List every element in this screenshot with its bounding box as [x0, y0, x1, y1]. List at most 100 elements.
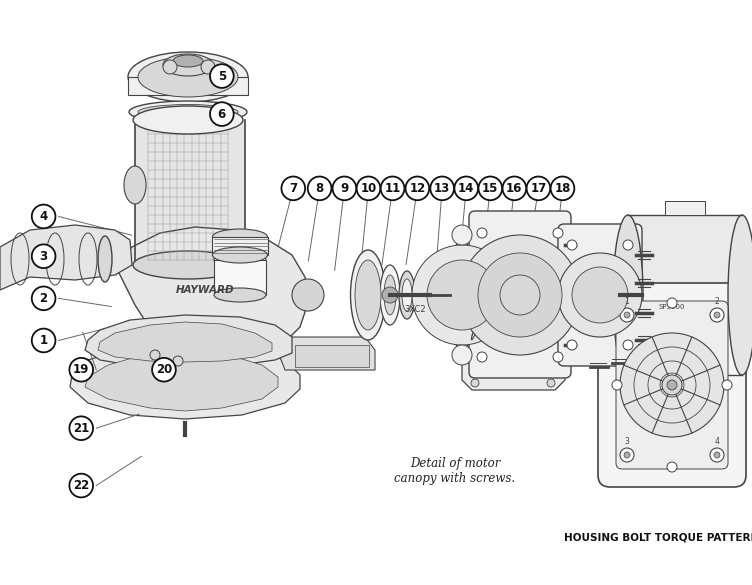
Circle shape — [477, 352, 487, 362]
Text: 18: 18 — [554, 182, 571, 195]
Bar — [665, 201, 705, 215]
Ellipse shape — [163, 54, 213, 76]
Ellipse shape — [213, 229, 268, 245]
Circle shape — [558, 253, 642, 337]
Ellipse shape — [728, 215, 752, 375]
Ellipse shape — [414, 277, 426, 312]
Text: 3: 3 — [625, 436, 629, 446]
Ellipse shape — [128, 52, 248, 102]
Text: 21: 21 — [73, 422, 89, 435]
Circle shape — [210, 64, 234, 88]
Circle shape — [567, 240, 577, 250]
Ellipse shape — [380, 265, 400, 325]
Text: 5: 5 — [218, 70, 226, 82]
Circle shape — [714, 452, 720, 458]
Ellipse shape — [124, 166, 146, 204]
Circle shape — [32, 329, 56, 352]
Circle shape — [623, 340, 633, 350]
Circle shape — [281, 177, 305, 200]
Text: 15: 15 — [482, 182, 499, 195]
Circle shape — [471, 379, 479, 387]
Circle shape — [710, 308, 724, 322]
Ellipse shape — [214, 253, 266, 267]
Circle shape — [308, 177, 332, 200]
Circle shape — [502, 177, 526, 200]
Text: 11: 11 — [384, 182, 401, 195]
Bar — [212, 237, 268, 255]
Circle shape — [624, 312, 630, 318]
FancyBboxPatch shape — [616, 301, 728, 469]
Ellipse shape — [98, 236, 112, 282]
Circle shape — [620, 448, 634, 462]
Circle shape — [477, 228, 487, 238]
Ellipse shape — [402, 279, 412, 311]
Text: HOUSING BOLT TORQUE PATTERN: HOUSING BOLT TORQUE PATTERN — [564, 532, 752, 542]
Ellipse shape — [173, 55, 203, 67]
Circle shape — [173, 356, 183, 366]
Circle shape — [567, 340, 577, 350]
Circle shape — [667, 298, 677, 308]
Circle shape — [356, 177, 381, 200]
Polygon shape — [115, 227, 308, 360]
Circle shape — [452, 345, 472, 365]
Circle shape — [572, 267, 628, 323]
Circle shape — [667, 462, 677, 472]
Text: 2: 2 — [40, 292, 47, 305]
Text: HAYWARD: HAYWARD — [176, 285, 235, 295]
Circle shape — [460, 235, 580, 355]
Text: 2: 2 — [714, 297, 720, 305]
Circle shape — [69, 358, 93, 381]
Ellipse shape — [213, 247, 268, 263]
Circle shape — [550, 177, 575, 200]
Circle shape — [452, 225, 472, 245]
Text: 1: 1 — [40, 334, 47, 347]
Circle shape — [623, 240, 633, 250]
Ellipse shape — [490, 298, 536, 316]
Circle shape — [381, 177, 405, 200]
Circle shape — [553, 352, 563, 362]
Text: 22: 22 — [73, 479, 89, 492]
Circle shape — [32, 287, 56, 310]
Polygon shape — [462, 340, 565, 390]
Text: Detail of motor
canopy with screws.: Detail of motor canopy with screws. — [394, 457, 516, 486]
Text: 19: 19 — [73, 363, 89, 376]
Polygon shape — [214, 260, 266, 295]
Ellipse shape — [448, 240, 476, 350]
Polygon shape — [135, 120, 245, 265]
Ellipse shape — [133, 251, 243, 279]
Text: 3XC2: 3XC2 — [404, 305, 426, 315]
Circle shape — [163, 60, 177, 74]
Circle shape — [69, 474, 93, 497]
Text: 3: 3 — [40, 250, 47, 263]
Text: SP3000: SP3000 — [659, 304, 685, 310]
Circle shape — [150, 350, 160, 360]
Polygon shape — [628, 215, 742, 375]
Circle shape — [32, 205, 56, 228]
Circle shape — [210, 102, 234, 126]
Circle shape — [620, 333, 724, 437]
Circle shape — [427, 260, 497, 330]
FancyBboxPatch shape — [558, 224, 642, 366]
Polygon shape — [85, 315, 292, 367]
Circle shape — [620, 308, 634, 322]
Text: 12: 12 — [409, 182, 426, 195]
Text: 20: 20 — [156, 363, 172, 376]
Text: 17: 17 — [530, 182, 547, 195]
Circle shape — [624, 452, 630, 458]
Ellipse shape — [384, 275, 396, 315]
Circle shape — [667, 380, 677, 390]
FancyBboxPatch shape — [598, 283, 746, 487]
Ellipse shape — [292, 279, 324, 311]
Circle shape — [332, 177, 356, 200]
Circle shape — [714, 312, 720, 318]
Circle shape — [152, 358, 176, 381]
Circle shape — [662, 375, 682, 395]
FancyBboxPatch shape — [469, 211, 571, 378]
Text: 8: 8 — [316, 182, 323, 195]
Circle shape — [382, 287, 398, 303]
Circle shape — [722, 380, 732, 390]
Ellipse shape — [138, 105, 238, 119]
Text: 14: 14 — [458, 182, 475, 195]
Polygon shape — [70, 343, 300, 419]
Text: 9: 9 — [341, 182, 348, 195]
